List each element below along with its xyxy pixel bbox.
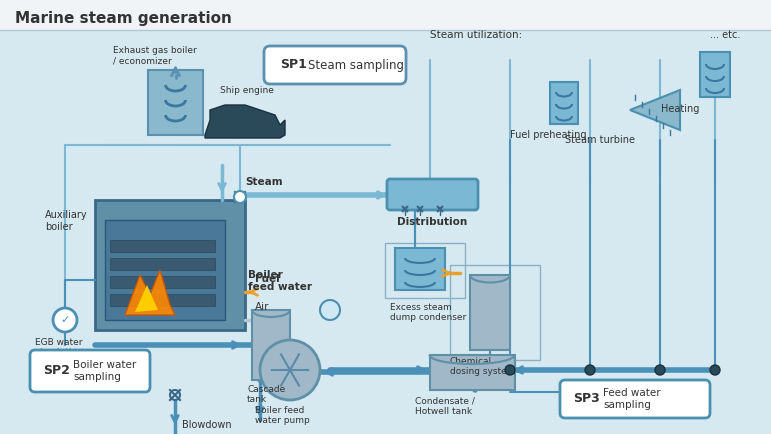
Bar [252, 310, 290, 380]
Text: Heating: Heating [661, 104, 699, 114]
Bar [395, 248, 445, 290]
Text: Exhaust gas boiler
/ economizer: Exhaust gas boiler / economizer [113, 46, 197, 65]
Text: Steam sampling: Steam sampling [308, 59, 404, 72]
Bar [0, 0, 771, 30]
Text: Steam utilization:: Steam utilization: [430, 30, 522, 40]
Text: Steam: Steam [245, 177, 283, 187]
Text: ... etc.: ... etc. [710, 30, 740, 40]
Bar [110, 240, 215, 252]
Text: SP3: SP3 [573, 392, 600, 405]
Circle shape [585, 365, 595, 375]
Text: SP1: SP1 [280, 59, 307, 72]
Bar [110, 276, 215, 288]
Text: Distribution: Distribution [397, 217, 468, 227]
Text: Boiler feed
water pump: Boiler feed water pump [255, 406, 310, 425]
FancyBboxPatch shape [560, 380, 710, 418]
Text: Excess steam
dump condenser: Excess steam dump condenser [390, 303, 466, 322]
Bar [95, 200, 245, 330]
Circle shape [260, 340, 320, 400]
Text: Air: Air [255, 302, 270, 312]
Bar [470, 275, 510, 350]
Bar [110, 294, 215, 306]
Text: Auxiliary
boiler: Auxiliary boiler [45, 210, 88, 232]
Text: Marine steam generation: Marine steam generation [15, 10, 232, 26]
Polygon shape [205, 105, 285, 138]
Polygon shape [125, 270, 175, 315]
Bar [550, 82, 578, 124]
Text: Chemical
dosing system: Chemical dosing system [450, 357, 516, 376]
Text: EGB water
circulation pump: EGB water circulation pump [35, 338, 111, 358]
Text: SP2: SP2 [43, 365, 70, 378]
Bar [110, 258, 215, 270]
Bar [430, 355, 515, 390]
Circle shape [234, 191, 246, 203]
Text: Ship engine: Ship engine [220, 86, 274, 95]
FancyBboxPatch shape [30, 350, 150, 392]
Circle shape [655, 365, 665, 375]
Bar [148, 70, 203, 135]
Polygon shape [630, 90, 680, 130]
Polygon shape [135, 285, 158, 312]
FancyBboxPatch shape [387, 179, 478, 210]
Text: Cascade
tank: Cascade tank [247, 385, 285, 404]
Text: Fuel: Fuel [255, 274, 280, 284]
Circle shape [320, 300, 340, 320]
Text: Fuel preheating: Fuel preheating [510, 130, 587, 140]
Circle shape [53, 308, 77, 332]
Text: Boiler
feed water: Boiler feed water [248, 270, 312, 292]
Text: Blowdown: Blowdown [182, 420, 231, 430]
Text: Steam turbine: Steam turbine [565, 135, 635, 145]
Circle shape [505, 365, 515, 375]
Bar [385, 243, 465, 298]
Text: ✓: ✓ [60, 315, 69, 325]
Text: Condensate /
Hotwell tank: Condensate / Hotwell tank [415, 397, 475, 416]
Text: Feed water
sampling: Feed water sampling [603, 388, 661, 410]
Bar [105, 220, 225, 320]
FancyBboxPatch shape [264, 46, 406, 84]
Circle shape [710, 365, 720, 375]
Bar [450, 265, 540, 360]
Bar [700, 52, 730, 97]
Text: Boiler water
sampling: Boiler water sampling [73, 360, 136, 382]
